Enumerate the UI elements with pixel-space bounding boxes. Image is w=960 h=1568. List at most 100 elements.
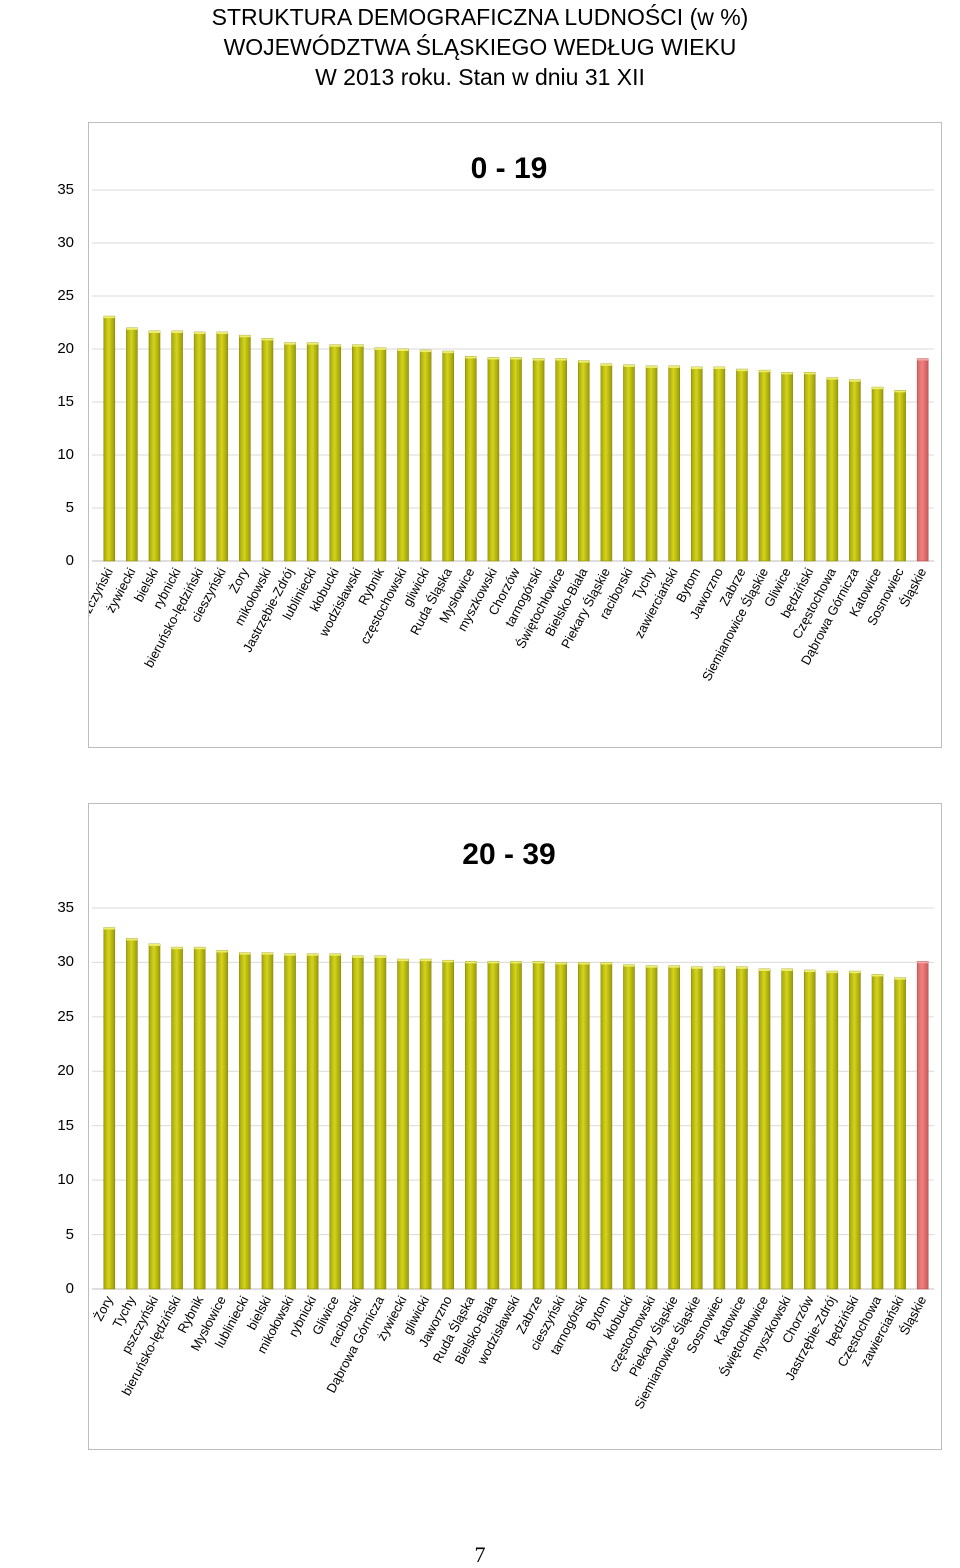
bar — [148, 330, 161, 562]
bar — [871, 974, 884, 1290]
bar-cap — [872, 387, 884, 390]
y-tick-label: 5 — [65, 1225, 74, 1243]
bar — [397, 348, 409, 562]
bar — [193, 946, 206, 1290]
bar — [126, 327, 138, 562]
bar-cap — [917, 358, 929, 361]
y-tick-label: 25 — [57, 287, 74, 304]
bar-cap — [578, 962, 590, 965]
bar — [803, 372, 816, 562]
bar-cap — [194, 332, 206, 335]
bar-cap — [736, 966, 748, 969]
bar-cap — [894, 977, 906, 980]
bar — [532, 358, 545, 562]
bar — [397, 958, 409, 1290]
y-tick-label: 30 — [57, 234, 74, 251]
bar-cap — [713, 367, 725, 370]
bar-cap — [374, 347, 386, 350]
bar — [894, 977, 906, 1290]
bar-cap — [261, 952, 273, 955]
bar-cap — [103, 316, 115, 319]
bar — [216, 950, 229, 1290]
bar — [668, 965, 680, 1290]
bar-cap — [261, 338, 273, 341]
bar — [781, 968, 793, 1290]
bar-cap — [646, 965, 658, 968]
bar-cap — [623, 964, 635, 967]
bar-cap — [533, 358, 545, 361]
bar-cap — [872, 974, 884, 977]
bar-cap — [103, 927, 115, 930]
bar-cap — [759, 968, 771, 971]
bar-cap — [533, 961, 545, 964]
page-number: 7 — [474, 1542, 486, 1567]
bar — [261, 338, 274, 562]
bar — [623, 964, 635, 1290]
bar — [690, 966, 703, 1290]
bar — [510, 961, 522, 1290]
page-title: STRUKTURA DEMOGRAFICZNA LUDNOŚCI (w %) W… — [0, 2, 960, 92]
bar-cap — [623, 364, 635, 367]
bar-cap — [148, 330, 160, 333]
bar-cap — [397, 959, 409, 962]
bars — [103, 315, 929, 562]
y-tick-label: 15 — [57, 1116, 74, 1134]
bar-cap — [894, 390, 906, 393]
bar — [465, 961, 477, 1290]
bar-cap — [194, 947, 206, 950]
bar-cap — [849, 971, 861, 974]
bar — [148, 943, 161, 1290]
bar — [126, 938, 138, 1290]
bar-cap — [691, 367, 703, 370]
bar-cap — [555, 962, 567, 965]
y-tick-label: 10 — [57, 1171, 74, 1189]
bar-cap — [352, 344, 364, 347]
bar — [736, 368, 748, 562]
bar-cap — [691, 966, 703, 969]
bar — [600, 363, 613, 562]
title-line-3: W 2013 roku. Stan w dniu 31 XII — [315, 64, 645, 90]
bar — [758, 968, 771, 1290]
bar-cap — [510, 357, 522, 360]
bar — [713, 366, 726, 562]
bar — [645, 365, 658, 562]
title-line-2: WOJEWÓDZTWA ŚLĄSKIEGO WEDŁUG WIEKU — [223, 34, 737, 60]
bar-cap — [239, 335, 251, 338]
bar-cap — [329, 344, 341, 347]
y-tick-label: 25 — [57, 1007, 74, 1025]
y-tick-label: 20 — [57, 1062, 74, 1080]
bar-cap — [171, 947, 183, 950]
bar — [826, 377, 839, 562]
bar — [442, 959, 455, 1290]
bar — [826, 970, 839, 1290]
bar — [465, 356, 477, 562]
bar-cap — [465, 961, 477, 964]
bar — [916, 358, 929, 562]
bar-cap — [736, 369, 748, 372]
bar-cap — [239, 952, 251, 955]
chart-title: 20 - 39 — [462, 838, 555, 871]
bar-cap — [216, 332, 228, 335]
bar-cap — [374, 955, 386, 958]
bar — [216, 331, 229, 562]
bar — [171, 330, 183, 562]
bar — [758, 369, 771, 562]
bar — [871, 386, 884, 562]
bar-cap — [826, 377, 838, 380]
bar-cap — [284, 953, 296, 956]
bar-cap — [148, 943, 160, 946]
bar-cap — [917, 961, 929, 964]
bar-cap — [510, 961, 522, 964]
bar — [623, 364, 635, 562]
bar — [239, 334, 251, 562]
bar — [690, 366, 703, 562]
bar — [193, 331, 206, 562]
bar — [103, 315, 116, 562]
bar — [442, 350, 455, 562]
bar — [306, 342, 319, 562]
bar — [803, 969, 816, 1290]
bar — [600, 962, 613, 1290]
bar — [577, 962, 590, 1290]
bar-cap — [804, 372, 816, 375]
chart-age-0-19-svg: 0 - 19 pszczyńskiżywieckibielskirybnickib… — [89, 152, 934, 683]
